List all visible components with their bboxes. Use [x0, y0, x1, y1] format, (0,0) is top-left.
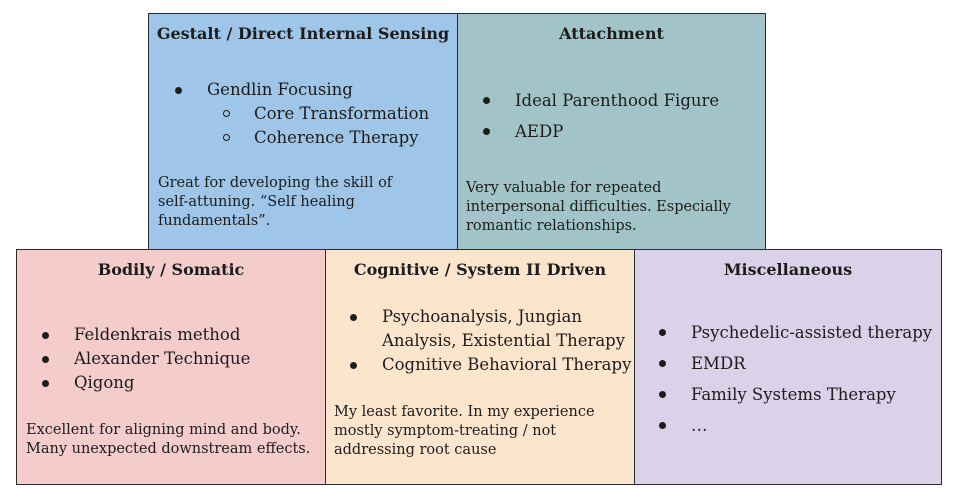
- bodily-title: Bodily / Somatic: [97, 260, 245, 279]
- list-item: Psychedelic-assisted therapy: [658, 317, 932, 348]
- miscellaneous-box: Miscellaneous Psychedelic-assisted thera…: [634, 249, 942, 485]
- attachment-title: Attachment: [559, 24, 664, 43]
- list-item: Ideal Parenthood Figure: [482, 85, 719, 116]
- list-item: Feldenkrais method: [41, 323, 250, 347]
- attachment-note: Very valuable for repeated interpersonal…: [466, 180, 731, 234]
- cognitive-list: Psychoanalysis, Jungian Analysis, Existe…: [350, 305, 632, 377]
- gestalt-note: Great for developing the skill of self-a…: [158, 175, 393, 229]
- cognitive-note: My least favorite. In my experience most…: [334, 404, 595, 458]
- list-item: Alexander Technique: [41, 347, 250, 371]
- list-item: AEDP: [482, 116, 719, 147]
- bodily-list: Feldenkrais method Alexander Technique Q…: [41, 323, 250, 395]
- gestalt-sublist: Core Transformation Coherence Therapy: [207, 102, 429, 150]
- bodily-note: Excellent for aligning mind and body. Ma…: [26, 422, 311, 457]
- list-item: Qigong: [41, 371, 250, 395]
- bodily-box: Bodily / Somatic Feldenkrais method Alex…: [16, 249, 326, 485]
- list-item: …: [658, 410, 932, 441]
- attachment-box: Attachment Ideal Parenthood Figure AEDP …: [457, 13, 766, 250]
- gestalt-title: Gestalt / Direct Internal Sensing: [156, 24, 450, 43]
- gestalt-item-label: Gendlin Focusing: [207, 80, 353, 99]
- gestalt-box: Gestalt / Direct Internal Sensing Gendli…: [148, 13, 458, 250]
- list-item: EMDR: [658, 348, 932, 379]
- list-item: Gendlin Focusing Core Transformation Coh…: [174, 78, 429, 150]
- cognitive-title: Cognitive / System II Driven: [353, 260, 607, 279]
- list-item: Family Systems Therapy: [658, 379, 932, 410]
- cognitive-box: Cognitive / System II Driven Psychoanaly…: [325, 249, 635, 485]
- list-item: Psychoanalysis, Jungian Analysis, Existe…: [350, 305, 632, 353]
- list-item: Cognitive Behavioral Therapy: [350, 353, 632, 377]
- sub-list-item: Core Transformation: [222, 102, 429, 126]
- miscellaneous-title: Miscellaneous: [723, 260, 853, 279]
- sub-list-item: Coherence Therapy: [222, 126, 429, 150]
- gestalt-list: Gendlin Focusing Core Transformation Coh…: [174, 78, 429, 150]
- miscellaneous-list: Psychedelic-assisted therapy EMDR Family…: [658, 317, 932, 441]
- attachment-list: Ideal Parenthood Figure AEDP: [482, 85, 719, 147]
